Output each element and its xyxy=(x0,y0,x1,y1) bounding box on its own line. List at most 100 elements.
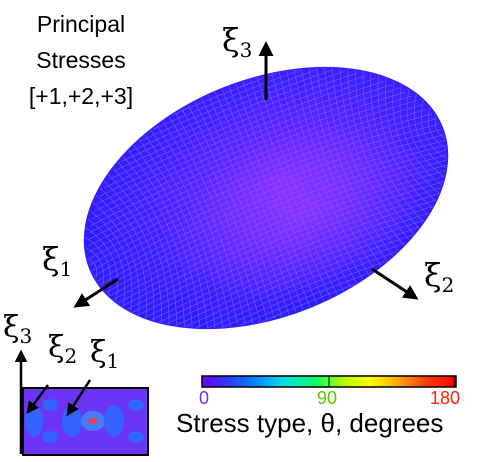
inset-xi2-label: ξ2 xyxy=(48,330,78,368)
mesh-parallel xyxy=(178,231,421,331)
mesh-parallel xyxy=(255,281,362,325)
mesh-meridian xyxy=(300,65,384,270)
mesh-parallel xyxy=(144,203,441,324)
mesh-parallel xyxy=(91,128,443,272)
mesh-meridian xyxy=(78,191,140,333)
mesh-meridian xyxy=(68,207,126,329)
mesh-parallel xyxy=(171,72,277,116)
mesh-meridian xyxy=(263,73,352,289)
mesh-parallel xyxy=(96,84,393,205)
mesh-meridian xyxy=(256,76,345,293)
ellipsoid-mesh xyxy=(53,60,479,336)
xi1-axis-arrow xyxy=(73,277,119,308)
inset-field-blob xyxy=(42,399,58,411)
inset-field-blob xyxy=(42,431,58,443)
mesh-meridian xyxy=(142,131,224,332)
mesh-parallel xyxy=(168,224,427,330)
inset-field-blob xyxy=(25,405,43,437)
mesh-parallel xyxy=(129,69,333,153)
xi2-label: ξ2 xyxy=(424,256,455,297)
mesh-parallel xyxy=(88,113,432,253)
mesh-parallel xyxy=(101,153,452,296)
title-line-3: [+1,+2,+3] xyxy=(28,83,134,109)
mesh-parallel xyxy=(114,72,357,172)
inset-xi2-arrow xyxy=(26,384,50,415)
mesh-parallel xyxy=(88,108,428,247)
mesh-meridian xyxy=(83,184,147,335)
xi2-axis-arrow xyxy=(371,267,419,300)
mesh-parallel xyxy=(138,197,444,322)
mesh-parallel xyxy=(131,191,447,319)
mesh-parallel xyxy=(116,173,451,310)
mesh-parallel xyxy=(90,95,412,227)
inset-field-blob xyxy=(104,405,124,437)
inset-xi1-label: ξ1 xyxy=(90,335,120,373)
mesh-meridian xyxy=(308,64,390,265)
mesh-parallel xyxy=(121,70,346,162)
mesh-meridian xyxy=(73,199,133,331)
mesh-parallel xyxy=(201,248,405,332)
mesh-meridian xyxy=(385,61,449,212)
mesh-meridian xyxy=(123,144,201,335)
mesh-parallel xyxy=(88,104,423,240)
mesh-parallel xyxy=(108,163,452,303)
mesh-parallel xyxy=(89,123,440,266)
mesh-parallel xyxy=(99,148,451,292)
mesh-parallel xyxy=(139,69,318,142)
colorbar xyxy=(201,375,457,388)
mesh-meridian xyxy=(347,60,421,241)
mesh-parallel xyxy=(108,75,367,180)
mesh-parallel xyxy=(233,268,381,329)
mesh-meridian xyxy=(413,70,469,181)
mesh-parallel xyxy=(91,91,406,220)
mesh-meridian xyxy=(392,63,454,205)
inset-plot xyxy=(14,349,149,456)
mesh-meridian xyxy=(63,215,119,326)
mesh-meridian xyxy=(174,111,261,325)
mesh-parallel xyxy=(88,118,436,260)
mesh-meridian xyxy=(180,107,269,323)
mesh-meridian xyxy=(148,126,232,331)
xi1-label: ξ1 xyxy=(42,240,73,281)
mesh-parallel xyxy=(92,134,446,277)
mesh-meridian xyxy=(285,68,371,278)
mesh-meridian xyxy=(377,61,444,218)
colorbar-label: Stress type, θ, degrees xyxy=(176,408,444,438)
mesh-parallel xyxy=(103,77,376,189)
xi3-label: ξ3 xyxy=(222,21,253,62)
mesh-parallel xyxy=(99,80,385,197)
mesh-meridian xyxy=(323,61,403,256)
mesh-meridian xyxy=(406,67,464,189)
colorbar-tick-0: 0 xyxy=(199,388,210,408)
mesh-parallel xyxy=(152,210,437,326)
mesh-parallel xyxy=(126,185,449,316)
mesh-parallel xyxy=(94,139,448,283)
mesh-parallel xyxy=(89,99,418,234)
mesh-parallel xyxy=(152,69,300,130)
mesh-parallel xyxy=(112,168,452,307)
mesh-meridian xyxy=(88,178,155,335)
inset-xi3-label: ξ3 xyxy=(3,310,33,348)
inset-field-blob xyxy=(88,418,98,424)
mesh-parallel xyxy=(96,144,450,287)
inset-field-blob xyxy=(128,399,144,411)
mesh-meridian xyxy=(135,135,217,334)
title-line-1: Principal xyxy=(36,11,126,37)
mesh-parallel xyxy=(104,158,452,299)
mesh-parallel xyxy=(160,217,433,328)
mesh-parallel xyxy=(189,239,414,332)
colorbar-tick-90: 90 xyxy=(317,388,338,408)
mesh-meridian xyxy=(271,71,358,285)
title-line-2: Stresses xyxy=(36,47,126,73)
mesh-meridian xyxy=(442,113,475,128)
inset-xi1-arrow xyxy=(66,379,92,417)
mesh-meridian xyxy=(161,118,247,328)
mesh-meridian xyxy=(399,65,459,197)
stress-ellipsoid xyxy=(53,60,479,336)
mesh-meridian xyxy=(129,140,209,335)
mesh-meridian xyxy=(434,88,479,146)
mesh-meridian xyxy=(315,62,397,261)
mesh-parallel xyxy=(93,87,400,212)
colorbar-tick-180: 180 xyxy=(430,388,461,408)
